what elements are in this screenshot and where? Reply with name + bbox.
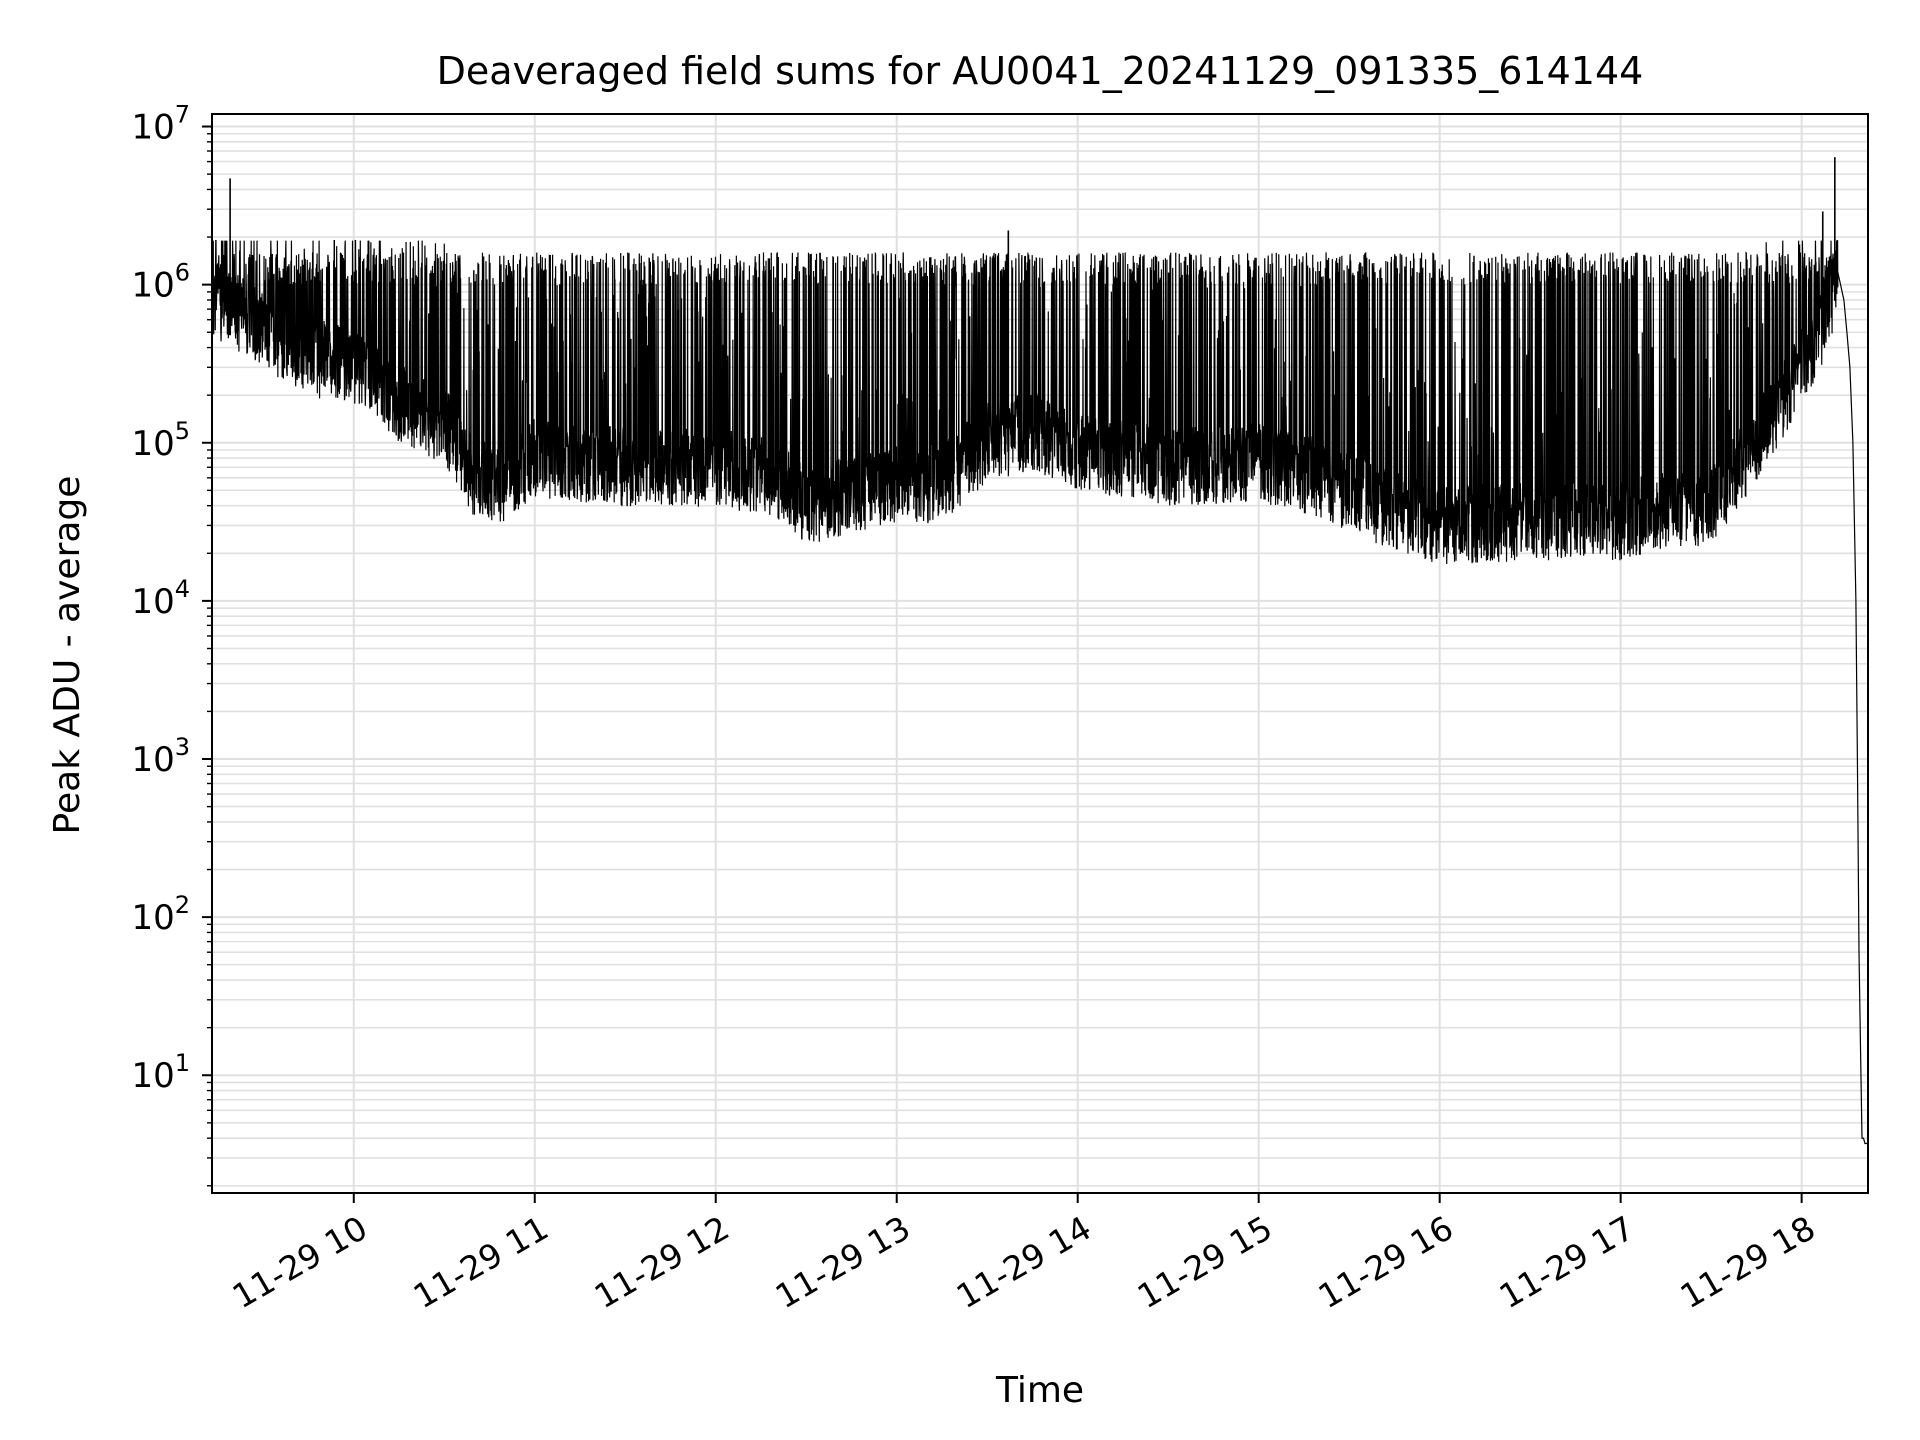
y-tick-exponent: 7 <box>175 101 190 129</box>
y-tick-label: 101 <box>131 1049 190 1096</box>
y-tick-base: 10 <box>131 108 174 148</box>
y-tick-base: 10 <box>131 898 174 938</box>
y-tick-label: 103 <box>131 733 190 780</box>
x-tick-label: 11-29 15 <box>1131 1208 1279 1316</box>
y-tick-base: 10 <box>131 1056 174 1096</box>
x-tick-label: 11-29 11 <box>407 1208 555 1316</box>
x-tick-label: 11-29 16 <box>1312 1208 1460 1316</box>
y-tick-exponent: 5 <box>175 417 190 445</box>
y-axis-label: Peak ADU - average <box>47 476 88 835</box>
y-tick-label: 102 <box>131 891 190 938</box>
axes-frame <box>211 113 1869 1194</box>
y-tick-exponent: 2 <box>175 891 190 919</box>
x-tick-label: 11-29 10 <box>226 1208 374 1316</box>
x-tick-label: 11-29 12 <box>588 1208 736 1316</box>
y-tick-exponent: 6 <box>175 259 190 287</box>
x-tick-label: 11-29 17 <box>1493 1208 1641 1316</box>
y-tick-label: 106 <box>131 259 190 306</box>
y-tick-label: 107 <box>131 101 190 148</box>
chart-title: Deaveraged field sums for AU0041_2024112… <box>437 49 1644 93</box>
y-tick-exponent: 4 <box>175 575 190 603</box>
y-tick-base: 10 <box>131 582 174 622</box>
y-tick-exponent: 1 <box>175 1049 190 1077</box>
y-tick-label: 104 <box>131 575 190 622</box>
x-tick-label: 11-29 13 <box>769 1208 917 1316</box>
y-tick-base: 10 <box>131 424 174 464</box>
y-tick-exponent: 3 <box>175 733 190 761</box>
x-axis-label: Time <box>995 1370 1084 1411</box>
x-tick-label: 11-29 18 <box>1674 1208 1822 1316</box>
data-layer <box>211 157 1868 1145</box>
x-tick-label: 11-29 14 <box>950 1208 1098 1316</box>
series-line <box>211 239 1868 1145</box>
y-tick-base: 10 <box>131 740 174 780</box>
y-tick-base: 10 <box>131 266 174 306</box>
y-tick-label: 105 <box>131 417 190 464</box>
